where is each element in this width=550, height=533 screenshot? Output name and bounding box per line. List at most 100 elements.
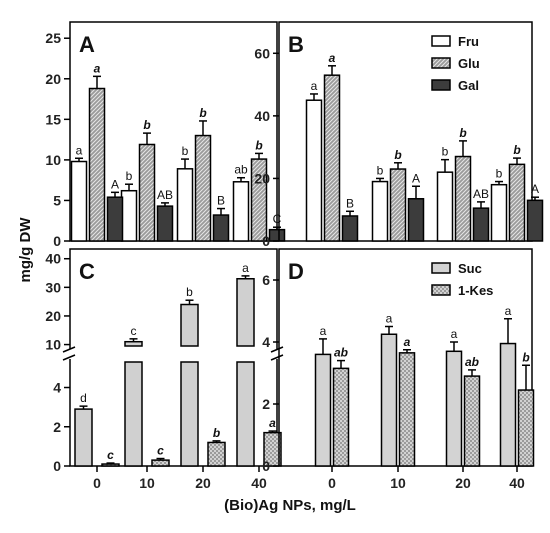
legend-swatch-fru <box>431 35 451 47</box>
bar-fru <box>490 183 508 242</box>
bar-kes <box>207 441 226 467</box>
significance-label: a <box>76 143 83 157</box>
x-tick-label: 40 <box>251 475 267 491</box>
bar-fru <box>120 189 138 242</box>
y-tick-label: 4 <box>53 380 61 396</box>
significance-label: ab <box>334 346 348 360</box>
y-axis-title: mg/g DW <box>17 217 34 283</box>
significance-label: b <box>496 167 503 181</box>
bar-fru <box>70 160 88 242</box>
bar-gal <box>212 214 230 242</box>
y-tick-label: 30 <box>45 279 61 295</box>
bar-suc-lower <box>236 361 255 467</box>
significance-label: b <box>126 169 133 183</box>
y-tick-label: 40 <box>45 251 61 267</box>
significance-label: d <box>80 391 87 405</box>
bar-fru <box>232 181 250 242</box>
y-tick-label: 25 <box>45 30 61 46</box>
legend-label-suc: Suc <box>458 261 482 276</box>
bar-suc <box>236 278 255 347</box>
axis-break-gap <box>62 349 74 359</box>
bar-suc <box>445 350 463 467</box>
significance-label: ab <box>234 163 248 177</box>
bar-suc <box>180 303 199 347</box>
bar-glu <box>138 143 156 242</box>
y-tick-label: 10 <box>45 337 61 353</box>
significance-label: AB <box>157 188 173 202</box>
panel-letter: B <box>288 32 304 57</box>
legend-label-glu: Glu <box>458 56 480 71</box>
bar-kes <box>463 375 481 467</box>
legend-swatch-glu <box>431 57 451 69</box>
bar-gal <box>156 205 174 242</box>
significance-label: c <box>107 448 114 462</box>
bar-gal <box>341 215 359 242</box>
significance-label: AB <box>473 187 489 201</box>
bar-suc <box>499 342 517 467</box>
significance-label: b <box>442 145 449 159</box>
significance-label: b <box>143 118 150 132</box>
bar-fru <box>176 168 194 242</box>
bar-glu <box>508 163 526 242</box>
legend-swatch-suc <box>431 262 451 274</box>
significance-label: ab <box>465 355 479 369</box>
significance-label: c <box>157 444 164 458</box>
bar-gal <box>526 199 544 242</box>
significance-label: c <box>131 324 137 338</box>
y-tick-label: 10 <box>45 152 61 168</box>
significance-label: a <box>320 324 327 338</box>
x-tick-label: 40 <box>509 475 525 491</box>
y-tick-label: 0 <box>262 458 270 474</box>
significance-label: b <box>213 426 220 440</box>
significance-label: C <box>273 212 282 226</box>
bar-kes <box>151 459 170 467</box>
panel-letter: A <box>79 32 95 57</box>
legend-swatch-kes <box>431 284 451 296</box>
x-tick-label: 0 <box>93 475 101 491</box>
significance-label: b <box>199 106 206 120</box>
y-tick-label: 20 <box>45 71 61 87</box>
significance-label: b <box>522 350 529 364</box>
x-tick-label: 20 <box>455 475 471 491</box>
axis-break-gap <box>272 349 284 359</box>
x-tick-label: 10 <box>139 475 155 491</box>
significance-label: b <box>182 144 189 158</box>
bar-kes <box>101 463 120 467</box>
legend-swatch-gal <box>431 79 451 91</box>
bar-glu <box>454 155 472 242</box>
y-tick-label: 0 <box>53 233 61 249</box>
y-tick-label: 0 <box>262 233 270 249</box>
significance-label: A <box>111 177 119 191</box>
x-axis-title: (Bio)Ag NPs, mg/L <box>224 497 356 514</box>
significance-label: b <box>459 126 466 140</box>
bar-suc <box>314 353 332 467</box>
bar-fru <box>371 180 389 242</box>
significance-label: a <box>94 61 101 75</box>
y-tick-label: 0 <box>53 458 61 474</box>
bar-gal <box>106 196 124 242</box>
bar-suc-lower <box>124 361 143 467</box>
y-tick-label: 20 <box>45 308 61 324</box>
bar-kes <box>517 389 535 467</box>
x-tick-label: 0 <box>328 475 336 491</box>
bar-gal <box>472 207 490 242</box>
bar-fru <box>305 99 323 242</box>
significance-label: a <box>269 416 276 430</box>
axis-break-mark <box>270 346 284 353</box>
significance-label: a <box>242 261 249 275</box>
y-tick-label: 4 <box>262 334 270 350</box>
significance-label: A <box>412 171 420 185</box>
significance-label: a <box>311 79 318 93</box>
y-tick-label: 20 <box>254 170 270 186</box>
panel-letter: C <box>79 259 95 284</box>
axis-break-mark <box>270 354 284 361</box>
panel-letter: D <box>288 259 304 284</box>
y-tick-label: 2 <box>53 419 61 435</box>
y-tick-label: 15 <box>45 111 61 127</box>
significance-label: a <box>386 312 393 326</box>
